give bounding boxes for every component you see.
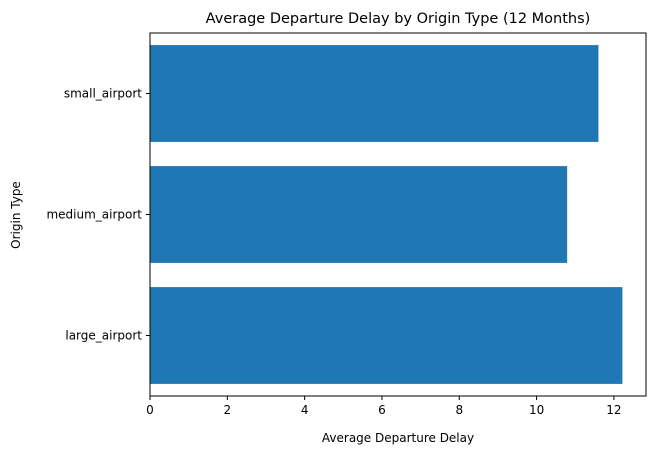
bars-group bbox=[150, 45, 623, 384]
y-axis-ticks: large_airport medium_airport small_airport bbox=[46, 87, 150, 343]
bar-large_airport bbox=[150, 287, 623, 384]
x-axis-ticks: 0 2 4 6 8 10 12 bbox=[146, 396, 622, 417]
chart-title: Average Departure Delay by Origin Type (… bbox=[206, 11, 591, 27]
x-tick-label: 12 bbox=[606, 403, 621, 417]
x-tick-label: 0 bbox=[146, 403, 154, 417]
plot-frame bbox=[149, 32, 647, 397]
y-axis-label: Origin Type bbox=[9, 181, 23, 249]
x-tick-label: 10 bbox=[529, 403, 544, 417]
bar-medium_airport bbox=[150, 166, 568, 263]
x-tick-label: 6 bbox=[378, 403, 386, 417]
bar-small_airport bbox=[150, 45, 599, 142]
y-tick-label: medium_airport bbox=[46, 208, 142, 222]
x-axis-label: Average Departure Delay bbox=[322, 431, 474, 445]
x-tick-label: 4 bbox=[301, 403, 309, 417]
y-tick-label: large_airport bbox=[65, 329, 142, 343]
y-tick-label: small_airport bbox=[64, 87, 142, 101]
x-tick-label: 2 bbox=[223, 403, 231, 417]
x-tick-label: 8 bbox=[455, 403, 463, 417]
